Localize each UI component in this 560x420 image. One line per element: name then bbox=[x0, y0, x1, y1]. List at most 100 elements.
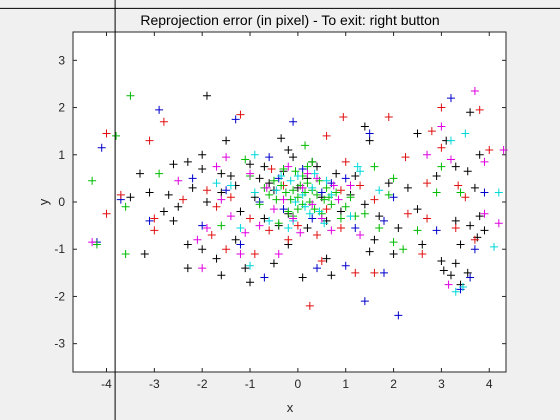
scatter-point bbox=[384, 113, 393, 121]
scatter-point bbox=[277, 181, 286, 190]
scatter-point bbox=[444, 280, 453, 289]
scatter-point bbox=[183, 240, 192, 249]
scatter-point bbox=[284, 223, 293, 232]
scatter-point bbox=[308, 200, 317, 209]
x-tick-label: -2 bbox=[197, 377, 208, 391]
scatter-point bbox=[413, 129, 422, 138]
scatter-point bbox=[346, 181, 355, 190]
scatter-point bbox=[370, 235, 379, 244]
scatter-point bbox=[202, 198, 211, 206]
scatter-point bbox=[308, 183, 317, 192]
scatter-point bbox=[315, 207, 324, 216]
plot-area[interactable] bbox=[72, 31, 507, 373]
scatter-point bbox=[403, 209, 412, 218]
scatter-point bbox=[480, 157, 489, 166]
scatter-point bbox=[265, 216, 274, 225]
scatter-point bbox=[384, 179, 393, 188]
scatter-point bbox=[198, 164, 207, 173]
scatter-point bbox=[174, 202, 183, 211]
scatter-point bbox=[217, 169, 226, 178]
scatter-point bbox=[145, 188, 154, 197]
scatter-point bbox=[308, 214, 317, 223]
scatter-point bbox=[255, 221, 264, 230]
scatter-point bbox=[418, 240, 427, 249]
scatter-point bbox=[327, 271, 336, 280]
scatter-point bbox=[322, 183, 331, 192]
scatter-point bbox=[179, 195, 188, 204]
scatter-point bbox=[399, 245, 408, 254]
scatter-point bbox=[475, 212, 484, 221]
scatter-point bbox=[356, 181, 365, 190]
scatter-point bbox=[250, 188, 259, 197]
scatter-point bbox=[222, 186, 231, 195]
scatter-point bbox=[126, 193, 135, 202]
scatter-point bbox=[260, 214, 269, 223]
scatter-point bbox=[279, 195, 288, 204]
scatter-point bbox=[401, 153, 410, 162]
scatter-point bbox=[169, 216, 178, 225]
scatter-point bbox=[356, 231, 365, 240]
y-tick-label: -1 bbox=[54, 242, 65, 256]
scatter-point bbox=[222, 153, 231, 162]
y-tick-label: 3 bbox=[58, 53, 65, 67]
scatter-point bbox=[470, 87, 479, 96]
scatter-point bbox=[351, 172, 360, 181]
scatter-point bbox=[222, 245, 231, 254]
x-tick-label: -4 bbox=[101, 377, 112, 391]
scatter-point bbox=[437, 122, 446, 131]
scatter-point bbox=[188, 183, 197, 192]
scatter-point bbox=[485, 146, 494, 155]
scatter-point bbox=[475, 105, 484, 114]
scatter-point bbox=[198, 245, 207, 254]
scatter-point bbox=[494, 219, 503, 228]
scatter-point bbox=[212, 179, 221, 188]
series-5 bbox=[88, 87, 508, 289]
scatter-point bbox=[322, 131, 331, 140]
scatter-point bbox=[303, 169, 312, 178]
scatter-point bbox=[353, 162, 362, 171]
scatter-point bbox=[327, 200, 336, 209]
scatter-point bbox=[265, 153, 274, 162]
scatter-point bbox=[360, 209, 369, 218]
scatter-point bbox=[226, 212, 235, 221]
scatter-point bbox=[356, 167, 365, 176]
scatter-point bbox=[159, 207, 168, 216]
scatter-point bbox=[389, 238, 398, 247]
scatter-point bbox=[212, 254, 221, 263]
scatter-point bbox=[437, 143, 446, 152]
scatter-point bbox=[212, 162, 221, 171]
scatter-point bbox=[365, 247, 374, 256]
scatter-point bbox=[480, 209, 489, 218]
scatter-point bbox=[202, 91, 211, 100]
scatter-point bbox=[226, 193, 235, 202]
y-tick-label: 2 bbox=[58, 101, 65, 115]
x-tick-label: 0 bbox=[295, 377, 302, 391]
scatter-point bbox=[327, 226, 336, 235]
scatter-point bbox=[174, 176, 183, 185]
scatter-point bbox=[241, 264, 250, 273]
x-tick-label: -1 bbox=[245, 377, 256, 391]
scatter-point bbox=[439, 266, 448, 275]
series-4 bbox=[212, 129, 503, 296]
scatter-point bbox=[370, 195, 379, 204]
scatter-point bbox=[446, 136, 455, 145]
scatter-point bbox=[301, 202, 310, 211]
scatter-point bbox=[159, 117, 168, 126]
scatter-point bbox=[112, 131, 121, 140]
scatter-point bbox=[198, 264, 207, 273]
scatter-point bbox=[202, 223, 211, 232]
scatter-point bbox=[494, 188, 503, 197]
scatter-point bbox=[293, 193, 302, 202]
y-tick-label: 0 bbox=[58, 195, 65, 209]
scatter-point bbox=[102, 209, 111, 218]
scatter-point bbox=[241, 155, 250, 164]
scatter-point bbox=[284, 235, 293, 244]
scatter-point bbox=[236, 110, 245, 119]
scatter-point bbox=[241, 228, 250, 237]
scatter-point bbox=[461, 193, 470, 202]
scatter-point bbox=[341, 157, 350, 166]
scatter-point bbox=[310, 169, 319, 178]
scatter-point bbox=[308, 157, 317, 166]
scatter-point bbox=[262, 183, 271, 192]
